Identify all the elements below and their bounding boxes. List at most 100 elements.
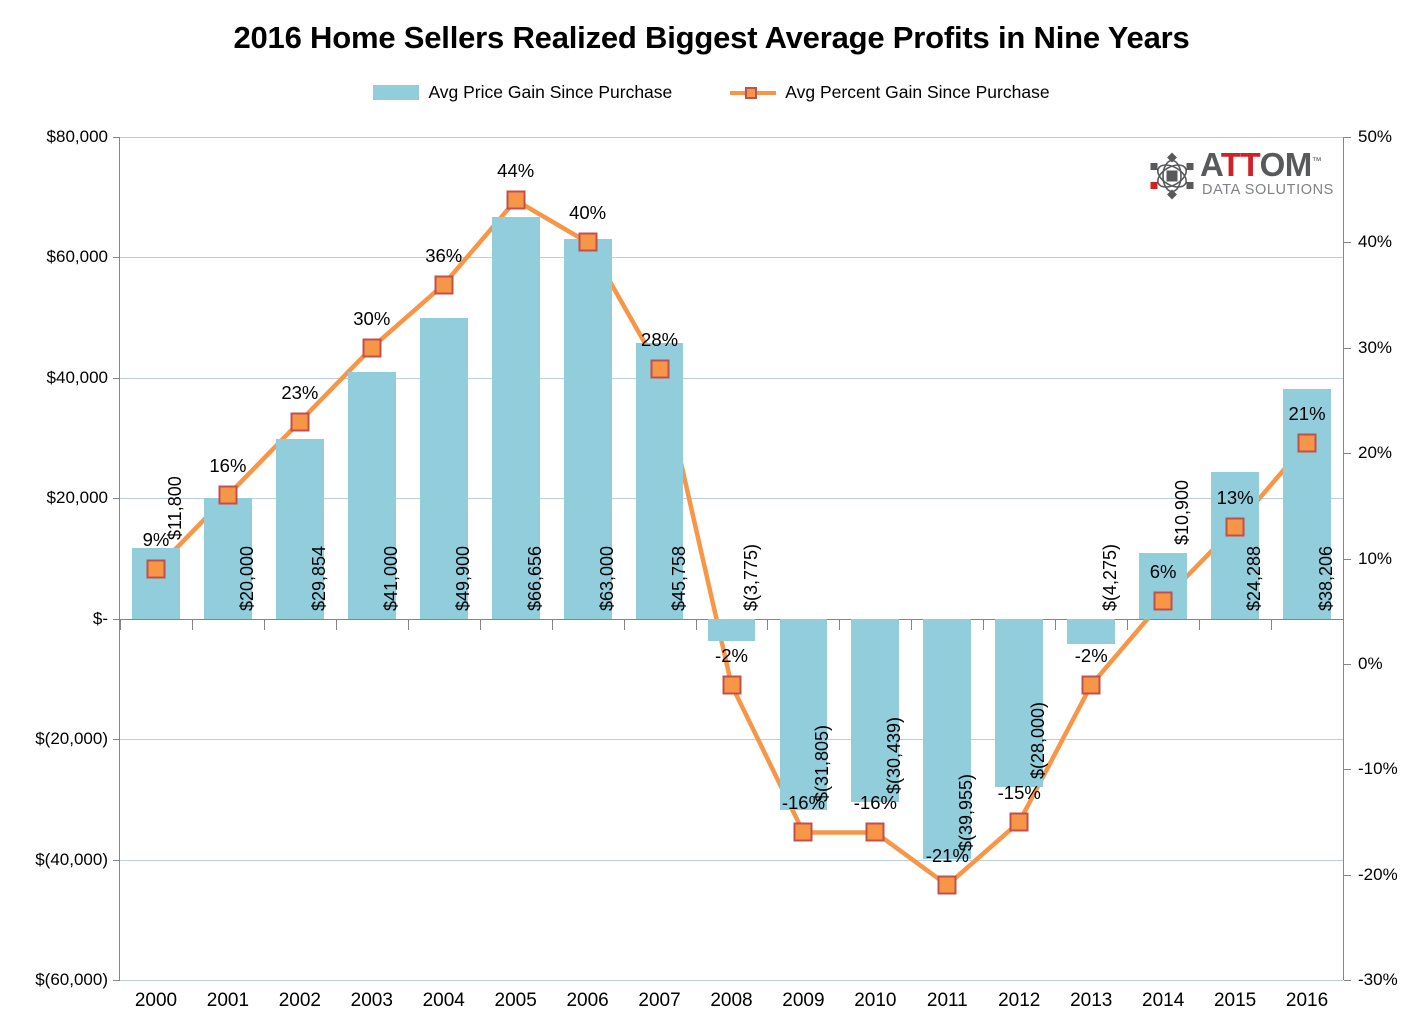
bar-2012[interactable] [995, 618, 1044, 788]
percent-value-label-2007: 28% [641, 328, 679, 350]
percent-value-label-2009: -16% [781, 792, 826, 814]
x-axis-label-2004: 2004 [422, 990, 465, 1011]
bar-2015[interactable] [1211, 472, 1259, 619]
line-marker-2003[interactable] [362, 338, 382, 358]
percent-value-label-2003: 30% [353, 307, 391, 329]
left-axis-tick [113, 137, 120, 138]
percent-value-label-2016: 21% [1288, 402, 1326, 424]
percent-value-label-2000: 9% [142, 529, 170, 551]
x-axis-label-2002: 2002 [278, 990, 321, 1011]
bar-2016[interactable] [1283, 388, 1331, 619]
left-axis-label: $(60,000) [35, 970, 108, 989]
line-marker-2001[interactable] [218, 485, 238, 505]
attom-logo: ATTOM™ DATA SOLUTIONS [1148, 146, 1338, 206]
right-axis-label: 0% [1358, 653, 1383, 673]
bar-2003[interactable] [347, 371, 396, 619]
attom-tagline: DATA SOLUTIONS [1202, 182, 1334, 198]
x-axis-label-2005: 2005 [494, 990, 537, 1011]
bar-2000[interactable] [132, 547, 180, 619]
legend-entry-price-gain[interactable]: Avg Price Gain Since Purchase [373, 82, 672, 103]
right-axis-tick [1344, 769, 1351, 771]
legend-entry-percent-gain[interactable]: Avg Percent Gain Since Purchase [730, 82, 1050, 103]
line-marker-2006[interactable] [578, 232, 598, 252]
line-marker-2014[interactable] [1153, 591, 1173, 611]
right-axis-tick [1344, 874, 1351, 876]
right-axis-label: 50% [1358, 127, 1393, 146]
line-marker-2016[interactable] [1297, 433, 1317, 453]
bar-2002[interactable] [275, 438, 324, 619]
bar-2011[interactable] [923, 618, 972, 860]
chart-legend: Avg Price Gain Since Purchase Avg Percen… [0, 82, 1423, 103]
line-marker-2005[interactable] [506, 190, 526, 210]
left-axis-tick [113, 498, 120, 500]
line-marker-2011[interactable] [937, 875, 957, 895]
bar-2005[interactable] [491, 217, 540, 619]
line-marker-2015[interactable] [1225, 517, 1245, 537]
bar-2006[interactable] [563, 239, 612, 619]
right-axis-label: -10% [1358, 759, 1398, 779]
left-axis-label: $20,000 [46, 488, 108, 508]
category-tick [479, 618, 481, 630]
line-marker-2009[interactable] [793, 822, 813, 842]
line-marker-2004[interactable] [434, 275, 454, 295]
x-axis-label-2001: 2001 [206, 990, 250, 1011]
right-axis-line [1343, 137, 1344, 980]
x-axis-label-2009: 2009 [782, 990, 825, 1011]
percent-value-label-2012: -15% [997, 781, 1041, 803]
category-tick [1199, 618, 1201, 630]
line-marker-2007[interactable] [650, 359, 670, 379]
line-marker-2013[interactable] [1081, 675, 1101, 695]
attom-wordmark: ATTOM™ [1200, 146, 1322, 183]
bar-2004[interactable] [419, 318, 468, 619]
bar-2010[interactable] [851, 618, 900, 802]
right-axis-tick [1344, 558, 1351, 560]
line-marker-2000[interactable] [146, 559, 166, 579]
line-marker-2010[interactable] [865, 822, 885, 842]
category-tick [407, 618, 409, 630]
gridline [120, 137, 1343, 138]
left-axis-tick [113, 859, 120, 861]
line-marker-2002[interactable] [290, 412, 310, 431]
category-tick [983, 618, 985, 630]
left-axis-label: $60,000 [46, 247, 108, 267]
right-axis-label: 40% [1358, 232, 1393, 252]
chart-title: 2016 Home Sellers Realized Biggest Avera… [233, 20, 1190, 55]
x-axis-label-2006: 2006 [566, 990, 609, 1011]
right-axis-tick [1344, 137, 1351, 138]
category-tick [191, 618, 193, 630]
bar-value-label-2014: $10,900 [1172, 480, 1193, 546]
bar-2009[interactable] [779, 618, 828, 811]
bar-2013[interactable] [1067, 618, 1116, 645]
x-axis-label-2013: 2013 [1070, 990, 1113, 1011]
line-marker-2012[interactable] [1009, 812, 1029, 832]
category-tick [120, 618, 121, 630]
x-axis-label-2016: 2016 [1285, 990, 1329, 1011]
gridline [120, 377, 1343, 379]
right-axis-tick [1344, 453, 1351, 455]
bar-2001[interactable] [203, 498, 252, 619]
x-axis-label-2014: 2014 [1142, 990, 1185, 1011]
bar-value-label-2012: $(28,000) [1028, 702, 1049, 780]
category-tick [911, 618, 913, 630]
left-axis-tick [113, 618, 120, 620]
bar-value-label-2010: $(30,439) [884, 716, 905, 794]
bar-2008[interactable] [707, 618, 756, 642]
percent-value-label-2001: 16% [209, 455, 247, 477]
line-marker-2008[interactable] [722, 675, 741, 695]
bar-value-label-2007: $45,758 [668, 545, 689, 611]
category-tick [1055, 618, 1057, 630]
bar-value-label-2003: $41,000 [380, 545, 401, 611]
legend-label-percent-gain: Avg Percent Gain Since Purchase [785, 82, 1050, 102]
right-axis-label: 20% [1358, 443, 1393, 463]
category-tick [263, 618, 265, 630]
left-axis-line [119, 137, 120, 980]
percent-value-label-2008: -2% [715, 644, 748, 666]
percent-value-label-2013: -2% [1074, 644, 1108, 666]
percent-value-label-2015: 13% [1216, 486, 1254, 508]
bar-2007[interactable] [635, 343, 684, 619]
x-axis-label-2003: 2003 [350, 990, 393, 1011]
legend-label-price-gain: Avg Price Gain Since Purchase [428, 82, 673, 102]
bar-swatch-icon [373, 85, 420, 100]
atom-network-icon [1150, 152, 1194, 200]
category-tick [335, 618, 337, 630]
